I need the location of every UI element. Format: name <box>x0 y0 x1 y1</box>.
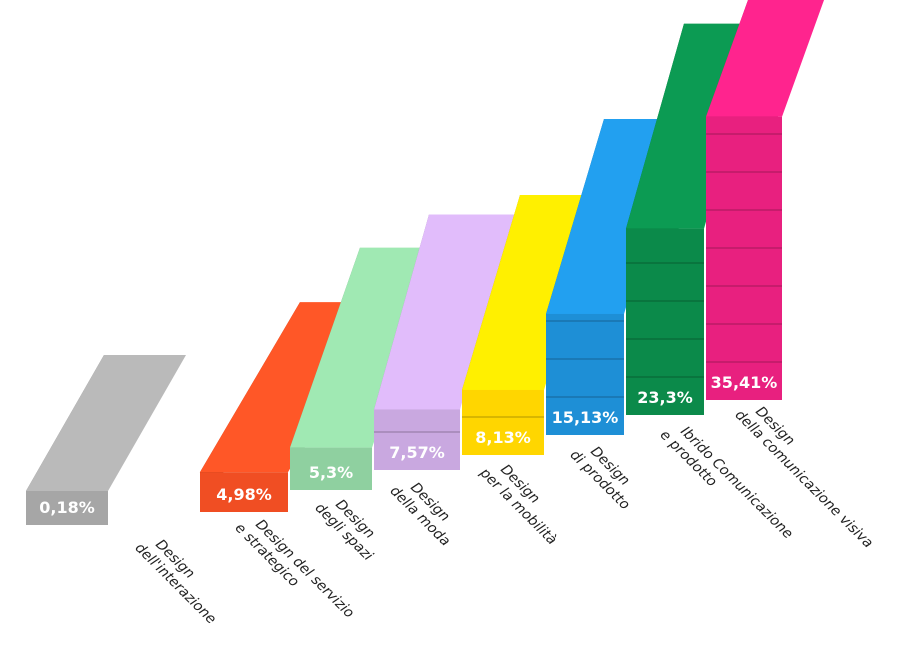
category-label-3: Designdella moda <box>387 471 465 549</box>
bar-top <box>290 247 442 448</box>
value-label-4: 8,13% <box>475 428 531 447</box>
bar-front <box>374 409 460 470</box>
bar-0 <box>26 355 186 525</box>
category-label-2: Designdegli spazi <box>312 488 388 564</box>
category-label-5: Designdi prodotto <box>567 435 645 513</box>
value-label-5: 15,13% <box>552 408 619 427</box>
bar-top <box>374 214 515 410</box>
value-label-1: 4,98% <box>216 485 272 504</box>
value-labels-group: 0,18% 4,98% 5,3% 7,57% 8,13% 15,13% 23,3% 35,41… <box>39 373 777 517</box>
bar-3 <box>374 214 515 470</box>
category-label-line: della comunicazione visiva <box>732 407 876 551</box>
value-label-6: 23,3% <box>637 388 693 407</box>
bar-top <box>26 355 186 491</box>
bar-front <box>290 447 372 490</box>
bar-front <box>706 116 782 400</box>
bar-front <box>546 313 624 435</box>
value-label-3: 7,57% <box>389 443 445 462</box>
bar-top <box>706 0 825 117</box>
bars-group <box>26 0 825 525</box>
bar-front <box>26 491 108 525</box>
value-label-7: 35,41% <box>711 373 778 392</box>
value-label-0: 0,18% <box>39 498 95 517</box>
bar-front <box>200 472 288 512</box>
category-label-7: Designdella comunicazione visiva <box>732 395 888 551</box>
bar-7 <box>706 0 825 400</box>
value-label-2: 5,3% <box>309 463 353 482</box>
category-label-4: Designper la mobilità <box>476 452 572 548</box>
category-label-0: Designdell'interazione <box>132 528 231 627</box>
bar-front <box>626 228 704 415</box>
bar-2 <box>290 247 442 490</box>
bar-front <box>462 389 544 455</box>
